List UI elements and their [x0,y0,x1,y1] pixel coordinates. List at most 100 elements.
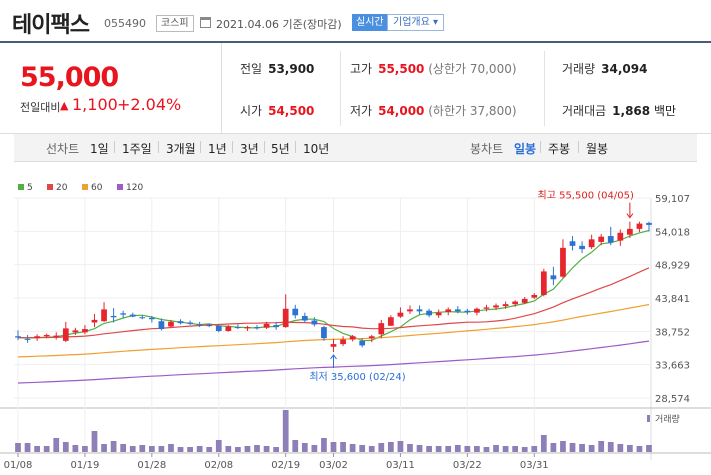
candle-monthly[interactable]: 월봉 [586,142,609,156]
legend-label: 120 [126,183,143,193]
period-1d[interactable]: 1일 [90,142,109,156]
candle-body [368,336,375,339]
x-tick-label: 03/31 [520,460,549,471]
amount-value: 1,868 [612,104,651,118]
separator [232,141,233,153]
volume-bar [82,446,88,452]
candle-body [15,336,21,338]
volume-bar [340,442,346,452]
price-chart[interactable]: 5 20 60 120 59,107 54,018 48,929 43,841 38,752 33… [0,176,711,475]
y-tick-label: 33,663 [655,361,690,372]
volume-bar [426,446,432,452]
candle-body [187,322,193,324]
candle-body [282,308,289,328]
candle-body [445,309,452,313]
candle-weekly[interactable]: 주봉 [548,142,571,156]
separator [540,141,541,153]
volume-bar [588,445,595,452]
candle-body [588,239,595,248]
ma-20-line [17,267,650,339]
candle-chart-label: 봉차트 [470,142,504,156]
candle-body [512,301,519,305]
volume-bar [378,443,385,452]
volume-axis-label: 거래량 [655,413,680,425]
volume-bar [244,446,251,452]
candle-body [273,325,280,328]
candle-body [397,312,404,317]
candle-body [120,313,127,315]
high-annotation: 최고 55,500 (04/05) [538,190,634,202]
y-tick-label: 28,574 [655,394,690,405]
candle-body [301,315,308,321]
candle-body [531,294,538,298]
candle-body [254,327,260,329]
volume-bar [91,431,98,452]
candle-body [110,315,117,318]
volume-bar [569,443,576,452]
candlestick-chart-svg[interactable]: 5 20 60 120 59,107 54,018 48,929 43,841 38,752 33… [0,176,711,475]
candle-body [426,310,432,316]
candle-body [244,327,251,329]
candle-body [215,325,222,332]
volume-bar [627,445,633,452]
volume-bar [607,442,614,452]
x-tick-label: 03/11 [386,460,415,471]
period-3m[interactable]: 3개월 [166,142,196,156]
volume-bar [24,443,31,452]
current-price-panel: 55,000 전일대비 ▲ 1,100 +2.04% [0,43,222,134]
stock-code: 055490 [104,17,146,30]
period-3y[interactable]: 3년 [240,142,259,156]
volume-bar [187,447,193,452]
volume-bar [636,446,643,452]
period-10y[interactable]: 10년 [303,142,330,156]
volume-bar [282,410,289,452]
volume-bar [550,443,557,452]
stock-name: 테이팩스 [12,13,90,38]
lower-limit: (하한가 37,800) [428,104,517,118]
volume-bar [464,446,471,452]
company-info-dropdown[interactable]: 기업개요 ▾ [387,14,444,31]
candle-body [416,309,423,312]
candle-daily[interactable]: 일봉 [514,142,537,156]
header-divider [0,41,711,43]
candle-body [53,335,60,337]
volume-bar [101,444,107,452]
candle-body [206,325,213,327]
divider [544,51,545,126]
period-1y[interactable]: 1년 [208,142,227,156]
legend-swatch [117,184,123,190]
low-label: 저가 [350,104,373,118]
candle-body [560,247,566,277]
candle-body [483,307,490,309]
candle-body [598,236,605,242]
up-arrow-icon: ▲ [60,99,69,112]
candle-body [627,228,633,235]
candle-body [617,232,624,241]
candle-body [474,308,480,313]
x-tick-label: 03/02 [319,460,348,471]
period-5y[interactable]: 5년 [271,142,290,156]
candle-body [177,321,184,324]
candle-body [636,223,643,229]
upper-limit: (상한가 70,000) [428,62,517,76]
realtime-button[interactable]: 실시간 [352,14,388,31]
period-1w[interactable]: 1주일 [122,142,152,156]
candle-body [646,222,652,225]
candle-body [91,319,98,323]
volume-bar [359,445,366,452]
volume-bar [196,446,203,452]
candle-body [579,245,585,250]
x-tick-label: 01/08 [4,460,33,471]
candle-body [349,336,356,340]
change-percent: +2.04% [117,95,182,114]
open-value: 54,500 [268,104,315,118]
separator [200,141,201,153]
low-annotation: 최저 35,600 (02/24) [309,371,405,383]
volume-bar [292,440,299,452]
candle-body [196,324,203,326]
volume-bar [206,447,213,452]
volume-bar [254,445,260,452]
volume-bar [435,446,442,452]
prev-close-cell: 전일 53,900 [240,60,314,77]
candle-body [129,314,136,317]
